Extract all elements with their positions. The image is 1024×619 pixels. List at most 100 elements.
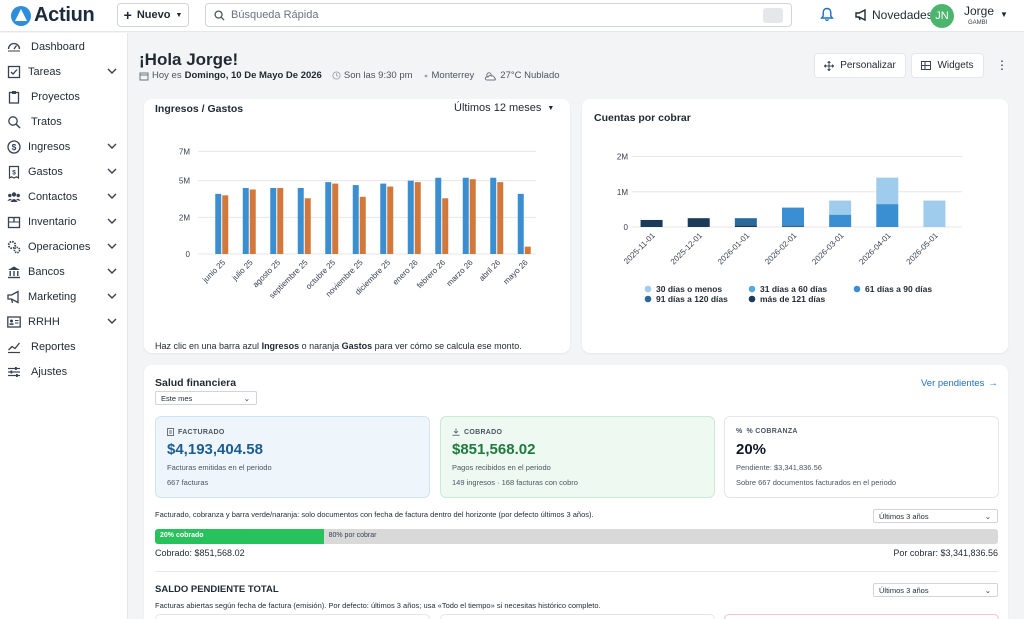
- sidebar-item-dashboard[interactable]: Dashboard: [0, 36, 128, 58]
- health-period-select[interactable]: Este mes ⌄: [155, 391, 257, 405]
- sidebar-item-label: Operaciones: [28, 241, 91, 253]
- time-info: Son las 9:30 pm: [332, 70, 413, 81]
- x-tick-label: 2025-11-01: [622, 231, 657, 266]
- chevron-down-icon[interactable]: [106, 315, 118, 330]
- y-tick-label: 7M: [179, 147, 190, 156]
- chevron-down-icon[interactable]: [106, 65, 118, 80]
- download-icon: [452, 428, 460, 436]
- kpi-cobrado-sub: 149 ingresos · 168 facturas con cobro: [452, 478, 578, 487]
- receivable-bar-segment: [876, 204, 899, 227]
- sidebar-item-bancos[interactable]: Bancos: [0, 261, 128, 283]
- city-info: Monterrey: [423, 70, 474, 81]
- period-label: Últimos 12 meses: [454, 102, 542, 114]
- gastos-bar: [332, 183, 339, 254]
- kpi-facturado-label: FACTURADO: [167, 428, 225, 436]
- y-tick-label: 0: [186, 250, 191, 259]
- chevron-down-icon[interactable]: [106, 215, 118, 230]
- chevron-down-icon[interactable]: [106, 140, 118, 155]
- legend-marker: [748, 295, 756, 303]
- chevron-down-icon[interactable]: [106, 190, 118, 205]
- chevron-down-icon[interactable]: [106, 265, 118, 280]
- ingresos-bar: [380, 183, 387, 254]
- novedades-button[interactable]: Novedades: [855, 8, 933, 22]
- gastos-bar: [304, 198, 311, 254]
- personalizar-label: Personalizar: [840, 60, 896, 71]
- health-title: Salud financiera: [155, 377, 237, 389]
- saldo-select[interactable]: Últimos 3 años ⌄: [873, 583, 998, 597]
- new-button[interactable]: + Nuevo ▼: [117, 3, 189, 27]
- user-menu[interactable]: Jorge GAMBI: [964, 4, 994, 26]
- novedades-label: Novedades: [872, 8, 933, 22]
- period-selector[interactable]: Últimos 12 meses ▼: [454, 102, 554, 114]
- section-divider: [155, 571, 998, 572]
- sidebar-item-contactos[interactable]: Contactos: [0, 186, 128, 208]
- sidebar-item-gastos[interactable]: $ Gastos: [0, 161, 128, 183]
- sidebar-item-operaciones[interactable]: Operaciones: [0, 236, 128, 258]
- personalizar-button[interactable]: Personalizar: [814, 53, 906, 78]
- avatar[interactable]: JN: [930, 4, 954, 28]
- user-caret-icon[interactable]: ▼: [1000, 10, 1008, 19]
- sidebar-item-inventario[interactable]: Inventario: [0, 211, 128, 233]
- sidebar-item-proyectos[interactable]: Proyectos: [0, 86, 128, 108]
- y-tick-label: 2M: [617, 153, 628, 162]
- sidebar-item-marketing[interactable]: Marketing: [0, 286, 128, 308]
- bell-icon[interactable]: [820, 7, 834, 22]
- sidebar-item-rrhh[interactable]: RRHH: [0, 311, 128, 333]
- kpi-cobranza-desc: Pendiente: $3,341,836.56: [736, 463, 822, 472]
- kpi-cobrado: COBRADO $851,568.02 Pagos recibidos en e…: [440, 416, 715, 498]
- kpi-cobranza-sub: Sobre 667 documentos facturados en el pe…: [736, 478, 897, 487]
- chevron-down-icon[interactable]: [106, 240, 118, 255]
- legend-label: 91 días a 120 días: [656, 294, 728, 304]
- megaphone-icon: [855, 9, 866, 21]
- more-options-icon[interactable]: ⋮: [996, 58, 1008, 72]
- sidebar-item-label: Contactos: [28, 191, 78, 203]
- sidebar-item-ajustes[interactable]: Ajustes: [0, 361, 128, 383]
- receivable-bar-segment: [734, 225, 757, 227]
- caret-down-icon: ▼: [547, 104, 555, 112]
- horizon-select-value: Últimos 3 años: [879, 511, 929, 521]
- sidebar-item-ingresos[interactable]: $ Ingresos: [0, 136, 128, 158]
- svg-text:$: $: [12, 170, 16, 177]
- user-org: GAMBI: [968, 20, 988, 26]
- bank-icon: [7, 265, 21, 279]
- y-tick-label: 5M: [179, 177, 190, 186]
- app-logo[interactable]: Actiun: [11, 4, 95, 27]
- chevron-down-icon[interactable]: [106, 290, 118, 305]
- receivable-bar-segment: [782, 207, 804, 226]
- location-dot-icon: [424, 74, 427, 77]
- gears-icon: [7, 240, 21, 254]
- x-tick-label: 2026-03-01: [810, 231, 846, 267]
- progress-paid-label: 20% cobrado: [160, 532, 204, 539]
- legend-marker: [748, 285, 756, 293]
- sidebar-item-label: Inventario: [28, 216, 77, 228]
- gastos-bar: [277, 188, 284, 254]
- legend-label: 61 días a 90 días: [865, 284, 932, 294]
- sidebar-item-tareas[interactable]: Tareas: [0, 61, 128, 83]
- receivable-bar-segment: [829, 200, 852, 215]
- horizon-select[interactable]: Últimos 3 años ⌄: [873, 509, 998, 523]
- ver-pendientes-link[interactable]: Ver pendientes →: [921, 378, 998, 389]
- x-tick-label: mayo 26: [502, 258, 530, 286]
- kpi-cobranza-value: 20%: [736, 441, 767, 458]
- chevron-down-icon: ⌄: [984, 512, 991, 521]
- x-tick-label: 2026-01-01: [716, 231, 752, 267]
- x-tick-label: 2026-05-01: [905, 231, 941, 267]
- widgets-button[interactable]: Widgets: [911, 53, 984, 78]
- kpi-cobrado-value: $851,568.02: [452, 441, 536, 458]
- legend-label: más de 121 días: [760, 294, 825, 304]
- kpi-facturado: FACTURADO $4,193,404.58 Facturas emitida…: [155, 416, 430, 498]
- search-input[interactable]: Búsqueda Rápida: [205, 3, 792, 27]
- x-tick-label: abril 26: [477, 258, 502, 283]
- collection-progress-fill: [155, 529, 324, 544]
- legend-marker: [853, 285, 861, 293]
- sidebar-item-tratos[interactable]: Tratos: [0, 111, 128, 133]
- sidebar-item-reportes[interactable]: Reportes: [0, 336, 128, 358]
- date-info: Hoy es Domingo, 10 De Mayo De 2026: [139, 70, 322, 81]
- health-period-value: Este mes: [161, 393, 193, 403]
- search-icon: [214, 9, 225, 21]
- receivable-bar-segment: [782, 225, 804, 227]
- kpi-cobranza: % % COBRANZA 20% Pendiente: $3,341,836.5…: [724, 416, 999, 498]
- chevron-down-icon[interactable]: [106, 165, 118, 180]
- sidebar-item-label: Marketing: [28, 291, 77, 303]
- pending-text: Por cobrar: $3,341,836.56: [893, 548, 998, 558]
